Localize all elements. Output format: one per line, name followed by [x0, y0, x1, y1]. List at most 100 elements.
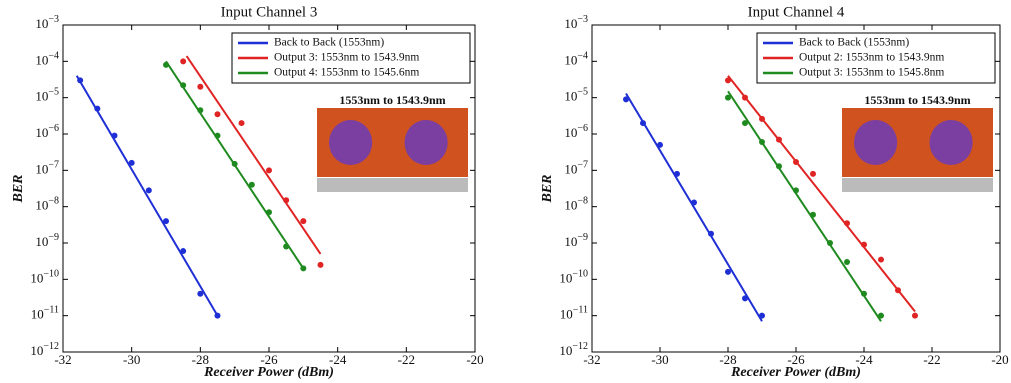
y-tick-label: 10−9 — [564, 232, 588, 249]
x-tick-label: -24 — [855, 352, 873, 367]
x-tick-label: -30 — [651, 352, 668, 367]
x-tick-label: -30 — [123, 352, 140, 367]
point — [725, 95, 731, 101]
point — [895, 287, 901, 293]
point — [810, 171, 816, 177]
point — [793, 159, 799, 165]
point — [912, 313, 918, 319]
y-tick-label: 10−7 — [564, 160, 588, 177]
inset-footer — [842, 178, 993, 192]
y-tick-label: 10−7 — [35, 160, 59, 177]
point — [266, 167, 272, 173]
inset-caption: 1553nm to 1543.9nm — [339, 93, 445, 107]
fit-line — [77, 76, 218, 316]
point — [640, 120, 646, 126]
y-axis-label: BER — [11, 174, 26, 203]
y-tick-label: 10−3 — [564, 14, 588, 31]
x-tick-label: -32 — [583, 352, 600, 367]
y-tick-label: 10−9 — [35, 232, 59, 249]
eye-diagram-inset: 1553nm to 1543.9nm — [315, 92, 470, 195]
point — [623, 96, 629, 102]
x-tick-label: -26 — [260, 352, 278, 367]
subplot: Input Channel 3 Receiver Power (dBm) BER -3… — [11, 4, 483, 380]
fit-line — [187, 56, 321, 254]
point — [215, 111, 221, 117]
point — [283, 197, 289, 203]
x-tick-label: -28 — [719, 352, 736, 367]
point — [861, 242, 867, 248]
chart-title: Input Channel 3 — [221, 4, 318, 20]
legend-label: Back to Back (1553nm) — [274, 37, 384, 49]
y-tick-label: 10−11 — [31, 305, 59, 322]
y-tick-label: 10−8 — [564, 196, 588, 213]
point — [197, 107, 203, 113]
y-tick-label: 10−4 — [35, 51, 59, 68]
point — [266, 209, 272, 215]
y-tick-label: 10−4 — [564, 51, 588, 68]
point — [232, 161, 238, 167]
point — [742, 295, 748, 301]
point — [77, 77, 83, 83]
y-tick-label: 10−6 — [35, 123, 59, 140]
point — [197, 291, 203, 297]
point — [742, 120, 748, 126]
y-tick-label: 10−5 — [564, 87, 588, 104]
point — [112, 133, 118, 139]
point — [759, 116, 765, 122]
point — [708, 231, 714, 237]
point — [759, 139, 765, 145]
point — [163, 62, 169, 68]
y-axis-label: BER — [540, 174, 555, 203]
eye-diagram-inset: 1553nm to 1543.9nm — [840, 92, 995, 195]
point — [300, 265, 306, 271]
point — [810, 212, 816, 218]
point — [776, 163, 782, 169]
x-axis-label: Receiver Power (dBm) — [730, 365, 861, 380]
point — [129, 160, 135, 166]
point — [318, 262, 324, 268]
inset-caption: 1553nm to 1543.9nm — [864, 93, 970, 107]
point — [742, 95, 748, 101]
point — [776, 137, 782, 143]
y-tick-label: 10−10 — [30, 269, 59, 286]
fit-line — [626, 94, 762, 322]
point — [283, 244, 289, 250]
eye-opening — [930, 120, 973, 165]
y-tick-label: 10−11 — [560, 305, 588, 322]
point — [878, 313, 884, 319]
point — [674, 171, 680, 177]
x-tick-label: -24 — [329, 352, 347, 367]
figure: Input Channel 3 Receiver Power (dBm) BER -3… — [0, 0, 1011, 383]
y-tick-label: 10−10 — [559, 269, 588, 286]
point — [793, 187, 799, 193]
y-tick-label: 10−8 — [35, 196, 59, 213]
x-tick-label: -26 — [787, 352, 805, 367]
point — [657, 142, 663, 148]
subplot: Input Channel 4 Receiver Power (dBm) BER -3… — [540, 4, 1008, 380]
y-tick-label: 10−5 — [35, 87, 59, 104]
point — [844, 220, 850, 226]
page: Input Channel 3 Receiver Power (dBm) BER -3… — [0, 0, 1011, 383]
point — [861, 291, 867, 297]
x-tick-label: -20 — [466, 352, 483, 367]
legend-label: Output 3: 1553nm to 1545.8nm — [799, 67, 944, 79]
point — [691, 200, 697, 206]
point — [146, 187, 152, 193]
point — [215, 133, 221, 139]
inset-footer — [317, 178, 468, 192]
point — [197, 84, 203, 90]
x-tick-label: -32 — [54, 352, 71, 367]
point — [844, 259, 850, 265]
point — [180, 58, 186, 64]
point — [215, 313, 221, 319]
legend-label: Back to Back (1553nm) — [799, 37, 909, 49]
point — [249, 182, 255, 188]
point — [827, 240, 833, 246]
point — [180, 248, 186, 254]
x-axis-label: Receiver Power (dBm) — [203, 365, 334, 380]
legend-label: Output 2: 1553nm to 1543.9nm — [799, 52, 944, 64]
point — [239, 120, 245, 126]
legend-label: Output 3: 1553nm to 1543.9nm — [274, 52, 419, 64]
chart-title: Input Channel 4 — [748, 4, 845, 20]
y-tick-label: 10−6 — [564, 123, 588, 140]
